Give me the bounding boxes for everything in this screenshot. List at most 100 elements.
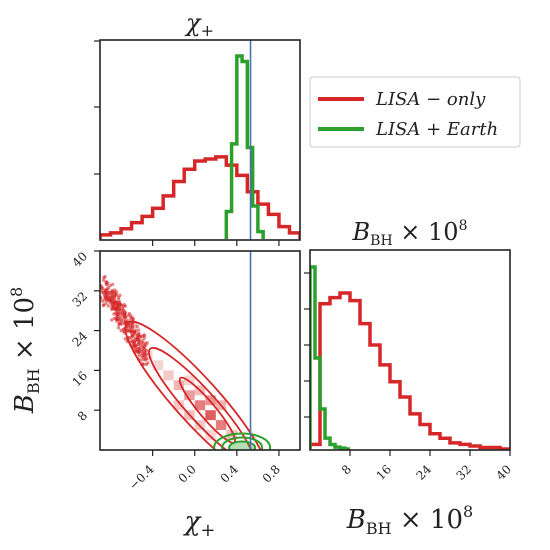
- joint-density: [100, 251, 272, 450]
- chi-histogram-panel: χ+: [94, 9, 301, 246]
- chi-hist-lisa-earth-step: [224, 54, 265, 239]
- joint-contour-lisa-earth-2: [228, 440, 257, 450]
- bbh-xtick-label-3: 32: [453, 462, 474, 483]
- legend-label-lisa-earth: LISA + Earth: [375, 119, 498, 140]
- joint-panel: −0.4 0.0 0.4 0.8 8 16 24 32 40: [69, 249, 301, 493]
- joint-sample-point: [131, 344, 136, 348]
- joint-ytick-label-0: 8: [75, 408, 90, 423]
- bbh-histogram-panel: 8 16 24 32 40 BBH × 108: [304, 218, 514, 483]
- bbh-xtick-label-0: 8: [339, 462, 354, 477]
- joint-ytick-label-1: 16: [69, 369, 90, 390]
- joint-sample-point: [145, 341, 149, 345]
- joint-density-cell: [163, 370, 174, 381]
- joint-sample-point: [144, 348, 149, 352]
- legend-label-lisa-only: LISA − only: [375, 89, 486, 110]
- joint-sample-point: [123, 337, 127, 341]
- chi-histogram-frame: [99, 39, 301, 241]
- joint-xtick-label-0: −0.4: [126, 462, 157, 493]
- joint-sample-point: [104, 280, 109, 285]
- joint-sample-point: [141, 338, 145, 343]
- joint-sample-point: [130, 322, 134, 326]
- bbh-histogram-title: BBH × 108: [352, 218, 468, 249]
- joint-frame: [99, 250, 301, 451]
- joint-density-cell: [205, 410, 216, 421]
- joint-sample-point: [100, 287, 104, 291]
- joint-sample-point: [130, 333, 134, 337]
- joint-contour-lisa-only-mid: [148, 346, 255, 450]
- joint-density-cell: [173, 380, 185, 391]
- joint-contour-lisa-only-outer: [124, 320, 270, 450]
- joint-sample-point: [128, 326, 132, 330]
- joint-sample-point: [136, 328, 141, 332]
- bbh-histogram-frame: [309, 249, 511, 451]
- bbh-xtick-label-2: 24: [413, 462, 434, 483]
- x-axis-label-bbh: BBH × 108: [346, 502, 473, 538]
- joint-xtick-label-3: 0.8: [260, 462, 283, 485]
- joint-sample-point: [110, 318, 114, 322]
- joint-density-cell: [215, 420, 227, 430]
- joint-sample-point: [143, 351, 147, 355]
- joint-sample-point: [102, 292, 106, 296]
- bbh-xtick-label-4: 40: [493, 462, 514, 483]
- joint-sample-point: [142, 336, 147, 340]
- joint-density-cell: [110, 300, 121, 311]
- joint-sample-point: [140, 353, 144, 358]
- bbh-xtick-label-1: 16: [373, 462, 394, 483]
- joint-ytick-label-3: 32: [69, 289, 90, 310]
- joint-sample-point: [132, 330, 136, 334]
- joint-sample-point: [141, 341, 145, 345]
- joint-contour-lisa-earth-0: [213, 432, 272, 450]
- joint-sample-point: [140, 334, 144, 339]
- chi-hist-lisa-only-step: [100, 155, 300, 239]
- joint-sample-point: [137, 331, 141, 336]
- joint-sample-point: [132, 341, 137, 345]
- bbh-hist-lisa-only-step: [310, 291, 510, 450]
- joint-sample-point: [123, 319, 128, 324]
- joint-ytick-label-2: 24: [69, 329, 90, 350]
- joint-density-cell: [131, 340, 143, 351]
- joint-sample-point: [128, 329, 133, 333]
- joint-sample-point: [116, 326, 121, 330]
- y-axis-label-bbh: BBH × 108: [7, 287, 43, 414]
- joint-sample-point: [131, 316, 135, 320]
- joint-density-cell: [173, 400, 185, 411]
- joint-density-cell: [184, 390, 195, 401]
- joint-sample-point: [111, 282, 115, 287]
- joint-sample-point: [135, 334, 140, 338]
- bbh-hist-lisa-earth-step: [310, 265, 350, 450]
- joint-sample-point: [144, 362, 149, 367]
- chi-histogram-title: χ+: [184, 9, 214, 40]
- joint-sample-point: [121, 329, 126, 333]
- bbh-histogram-ticks: 8 16 24 32 40: [304, 272, 514, 483]
- joint-sample-point: [127, 323, 131, 327]
- joint-sample-point: [144, 357, 149, 361]
- legend: LISA − only LISA + Earth: [309, 76, 521, 148]
- chi-histogram-series: [100, 40, 300, 240]
- joint-sample-point: [100, 289, 105, 294]
- joint-density-cell: [142, 350, 153, 361]
- joint-density-cell: [105, 290, 116, 301]
- joint-sample-point: [135, 324, 140, 329]
- joint-xtick-label-1: 0.0: [175, 462, 198, 485]
- joint-density-cell: [115, 310, 127, 321]
- joint-density-cell: [205, 430, 216, 440]
- chi-histogram-ticks: [94, 40, 280, 246]
- joint-sample-point: [137, 353, 141, 358]
- joint-sample-point: [117, 322, 122, 326]
- joint-sample-point: [106, 304, 111, 308]
- joint-sample-point: [127, 311, 132, 316]
- joint-sample-point: [137, 341, 141, 346]
- joint-density-cell: [126, 320, 137, 331]
- joint-sample-point: [106, 285, 110, 290]
- joint-sample-point: [142, 346, 146, 350]
- x-axis-label-chi: χ+: [183, 507, 216, 541]
- joint-sample-point: [135, 349, 140, 354]
- joint-sample-point: [102, 275, 106, 280]
- joint-sample-point: [101, 278, 106, 282]
- joint-sample-point: [117, 295, 121, 299]
- joint-sample-point: [102, 303, 106, 307]
- joint-ytick-label-4: 40: [69, 249, 90, 270]
- joint-contour-lisa-earth-1: [221, 436, 264, 450]
- joint-sample-point: [100, 299, 105, 303]
